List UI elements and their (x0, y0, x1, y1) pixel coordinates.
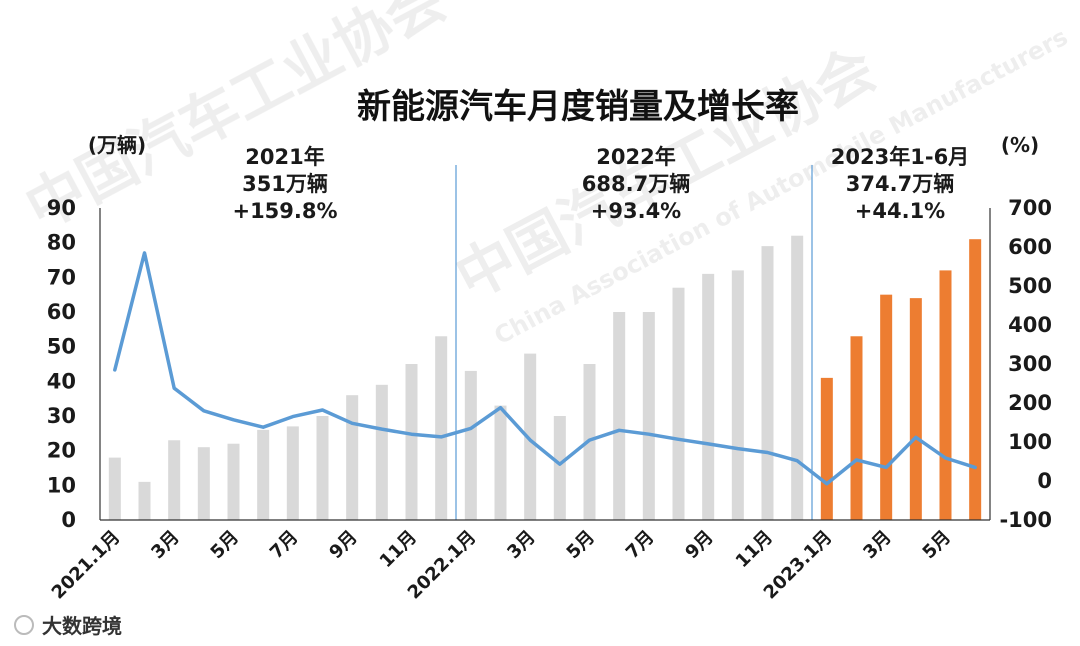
y-right-tick-label: 300 (1008, 352, 1052, 376)
source-watermark: 大数跨境 (14, 614, 122, 638)
y-right-tick-label: 200 (1008, 391, 1052, 415)
annotation-2-line3: +93.4% (591, 199, 681, 223)
annotation-2-line2: 688.7万辆 (582, 172, 690, 196)
x-tick-label: 7月 (266, 527, 302, 563)
sales-bar (227, 443, 240, 520)
bar-series (108, 235, 982, 520)
y-left-ticks: 0 10 20 30 40 50 60 70 80 90 (47, 196, 76, 532)
sales-bar (642, 312, 655, 520)
sales-bar (553, 416, 566, 520)
source-logo-icon (14, 615, 34, 635)
sales-bar (939, 270, 952, 520)
y-left-tick-label: 80 (47, 231, 76, 255)
sales-bar (405, 364, 418, 520)
sales-bar (909, 298, 922, 520)
annotation-3-line3: +44.1% (855, 199, 945, 223)
annotation-3-line1: 2023年1-6月 (831, 145, 969, 169)
x-tick-label: 7月 (622, 527, 658, 563)
annotation-3-line2: 374.7万辆 (846, 172, 954, 196)
y-right-tick-label: 500 (1008, 274, 1052, 298)
sales-bar (286, 426, 299, 520)
sales-bar (702, 273, 715, 520)
x-tick-label: 9月 (681, 527, 717, 563)
y-right-ticks: -100 0 100 200 300 400 500 600 700 (999, 196, 1052, 532)
x-tick-label: 5月 (563, 527, 599, 563)
chart-title: 新能源汽车月度销量及增长率 (357, 87, 799, 127)
source-label: 大数跨境 (42, 614, 122, 638)
y-left-tick-label: 40 (47, 369, 76, 393)
x-tick-label: 3月 (147, 527, 183, 563)
sales-bar (969, 239, 982, 520)
y-left-tick-label: 90 (47, 196, 76, 220)
y-right-tick-label: 600 (1008, 235, 1052, 259)
x-tick-label: 5月 (207, 527, 243, 563)
sales-bar (257, 429, 270, 520)
sales-bar (524, 353, 537, 520)
sales-bar (731, 270, 744, 520)
line-series (113, 251, 977, 486)
x-tick-label: 3月 (503, 527, 539, 563)
y-left-tick-label: 30 (47, 404, 76, 428)
sales-bar (880, 294, 893, 520)
sales-bar (494, 405, 507, 520)
period-annotations: 2021年 351万辆 +159.8% 2022年 688.7万辆 +93.4% 2023年… (232, 145, 969, 223)
sales-bar (850, 336, 863, 520)
sales-bar (820, 377, 833, 520)
sales-bar (672, 287, 685, 520)
y-left-tick-label: 0 (61, 508, 76, 532)
y-left-tick-label: 10 (47, 473, 76, 497)
sales-bar (138, 481, 151, 520)
sales-bar (168, 440, 181, 520)
y-left-tick-label: 20 (47, 439, 76, 463)
y-right-tick-label: 100 (1008, 430, 1052, 454)
sales-bar (316, 416, 329, 520)
axes (99, 208, 991, 521)
x-tick-label: 5月 (919, 527, 955, 563)
y-right-tick-label: 0 (1037, 469, 1052, 493)
annotation-1-line3: +159.8% (232, 199, 337, 223)
annotation-1-line2: 351万辆 (242, 172, 328, 196)
x-tick-label: 2021.1月 (48, 527, 125, 604)
x-tick-label: 11月 (376, 527, 421, 572)
x-tick-label: 3月 (859, 527, 895, 563)
period-dividers (455, 165, 813, 520)
y-right-tick-label: 400 (1008, 313, 1052, 337)
y-left-tick-label: 50 (47, 335, 76, 359)
annotation-1-line1: 2021年 (245, 145, 324, 169)
sales-bar (464, 370, 477, 520)
left-unit-label: (万辆) (88, 133, 146, 157)
sales-bar (375, 384, 388, 520)
sales-bar (346, 395, 359, 520)
sales-bar (197, 447, 210, 520)
sales-bar (761, 246, 774, 520)
y-right-tick-label: -100 (999, 508, 1052, 532)
x-tick-label: 11月 (732, 527, 777, 572)
sales-bar (613, 312, 626, 520)
y-left-tick-label: 70 (47, 265, 76, 289)
annotation-2-line1: 2022年 (596, 145, 675, 169)
sales-bar (435, 336, 448, 520)
sales-bar (791, 235, 804, 520)
y-left-tick-label: 60 (47, 300, 76, 324)
growth-line (113, 251, 977, 486)
x-tick-label: 9月 (325, 527, 361, 563)
right-unit-label: (%) (1001, 133, 1039, 157)
sales-bar (108, 457, 121, 520)
y-right-tick-label: 700 (1008, 196, 1052, 220)
